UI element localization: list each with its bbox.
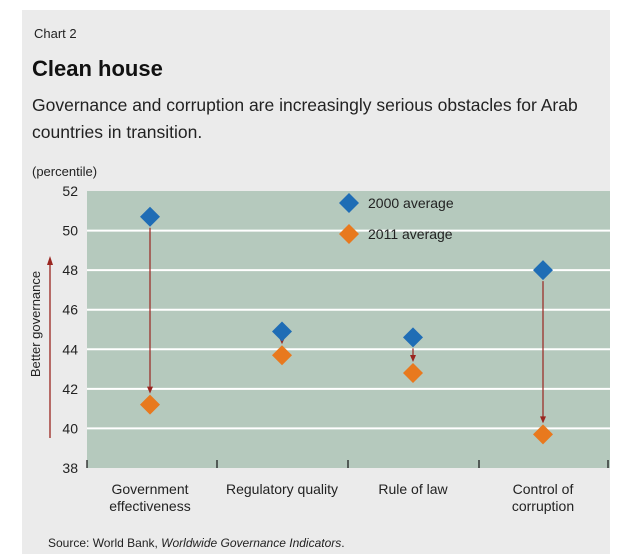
x-tick-label: Regulatory quality (226, 481, 338, 497)
source-note: Source: World Bank, Worldwide Governance… (48, 536, 345, 550)
source-title: Worldwide Governance Indicators (161, 536, 342, 550)
x-axis: Government effectiveness Regulatory qualit… (86, 460, 609, 514)
point-2011 (140, 394, 160, 415)
y-tick-label: 52 (62, 183, 78, 199)
y-tick-label: 42 (62, 381, 78, 397)
change-arrow-head (410, 355, 416, 363)
better-governance-indicator: Better governance (28, 256, 53, 438)
y-tick-label: 44 (62, 341, 78, 357)
y-tick-label: 40 (62, 420, 78, 436)
chart-number: Chart 2 (34, 26, 77, 41)
chart-title: Clean house (32, 56, 163, 81)
better-governance-label: Better governance (28, 271, 43, 377)
x-tick-label: Government effectiveness (109, 481, 190, 514)
point-2011 (533, 424, 553, 445)
change-arrow-head (147, 386, 153, 394)
change-arrow-head (540, 416, 546, 424)
point-2011 (403, 363, 423, 384)
data-points (140, 206, 553, 445)
point-2011 (272, 345, 292, 366)
y-tick-label: 48 (62, 262, 78, 278)
unit-label: (percentile) (32, 164, 98, 179)
y-tick-labels: 38 40 42 44 46 48 50 52 (62, 183, 78, 476)
y-tick-label: 38 (62, 460, 78, 476)
chart-subtitle: Governance and corruption are increasing… (32, 95, 578, 142)
point-2000 (272, 321, 292, 342)
source-suffix: . (341, 536, 345, 550)
legend-marker (339, 224, 359, 244)
point-2000 (403, 327, 423, 348)
point-2000 (533, 260, 553, 281)
legend-label: 2011 average (368, 226, 453, 242)
legend-marker (339, 193, 359, 213)
point-2000 (140, 206, 160, 227)
source-prefix: Source: World Bank, (48, 536, 162, 550)
x-tick-label: Control of corruption (512, 481, 574, 514)
legend-label: 2000 average (368, 195, 454, 211)
legend: 2000 average 2011 average (339, 193, 454, 244)
x-tick-label: Rule of law (378, 481, 448, 497)
y-tick-label: 46 (62, 302, 78, 318)
y-tick-label: 50 (62, 223, 78, 239)
